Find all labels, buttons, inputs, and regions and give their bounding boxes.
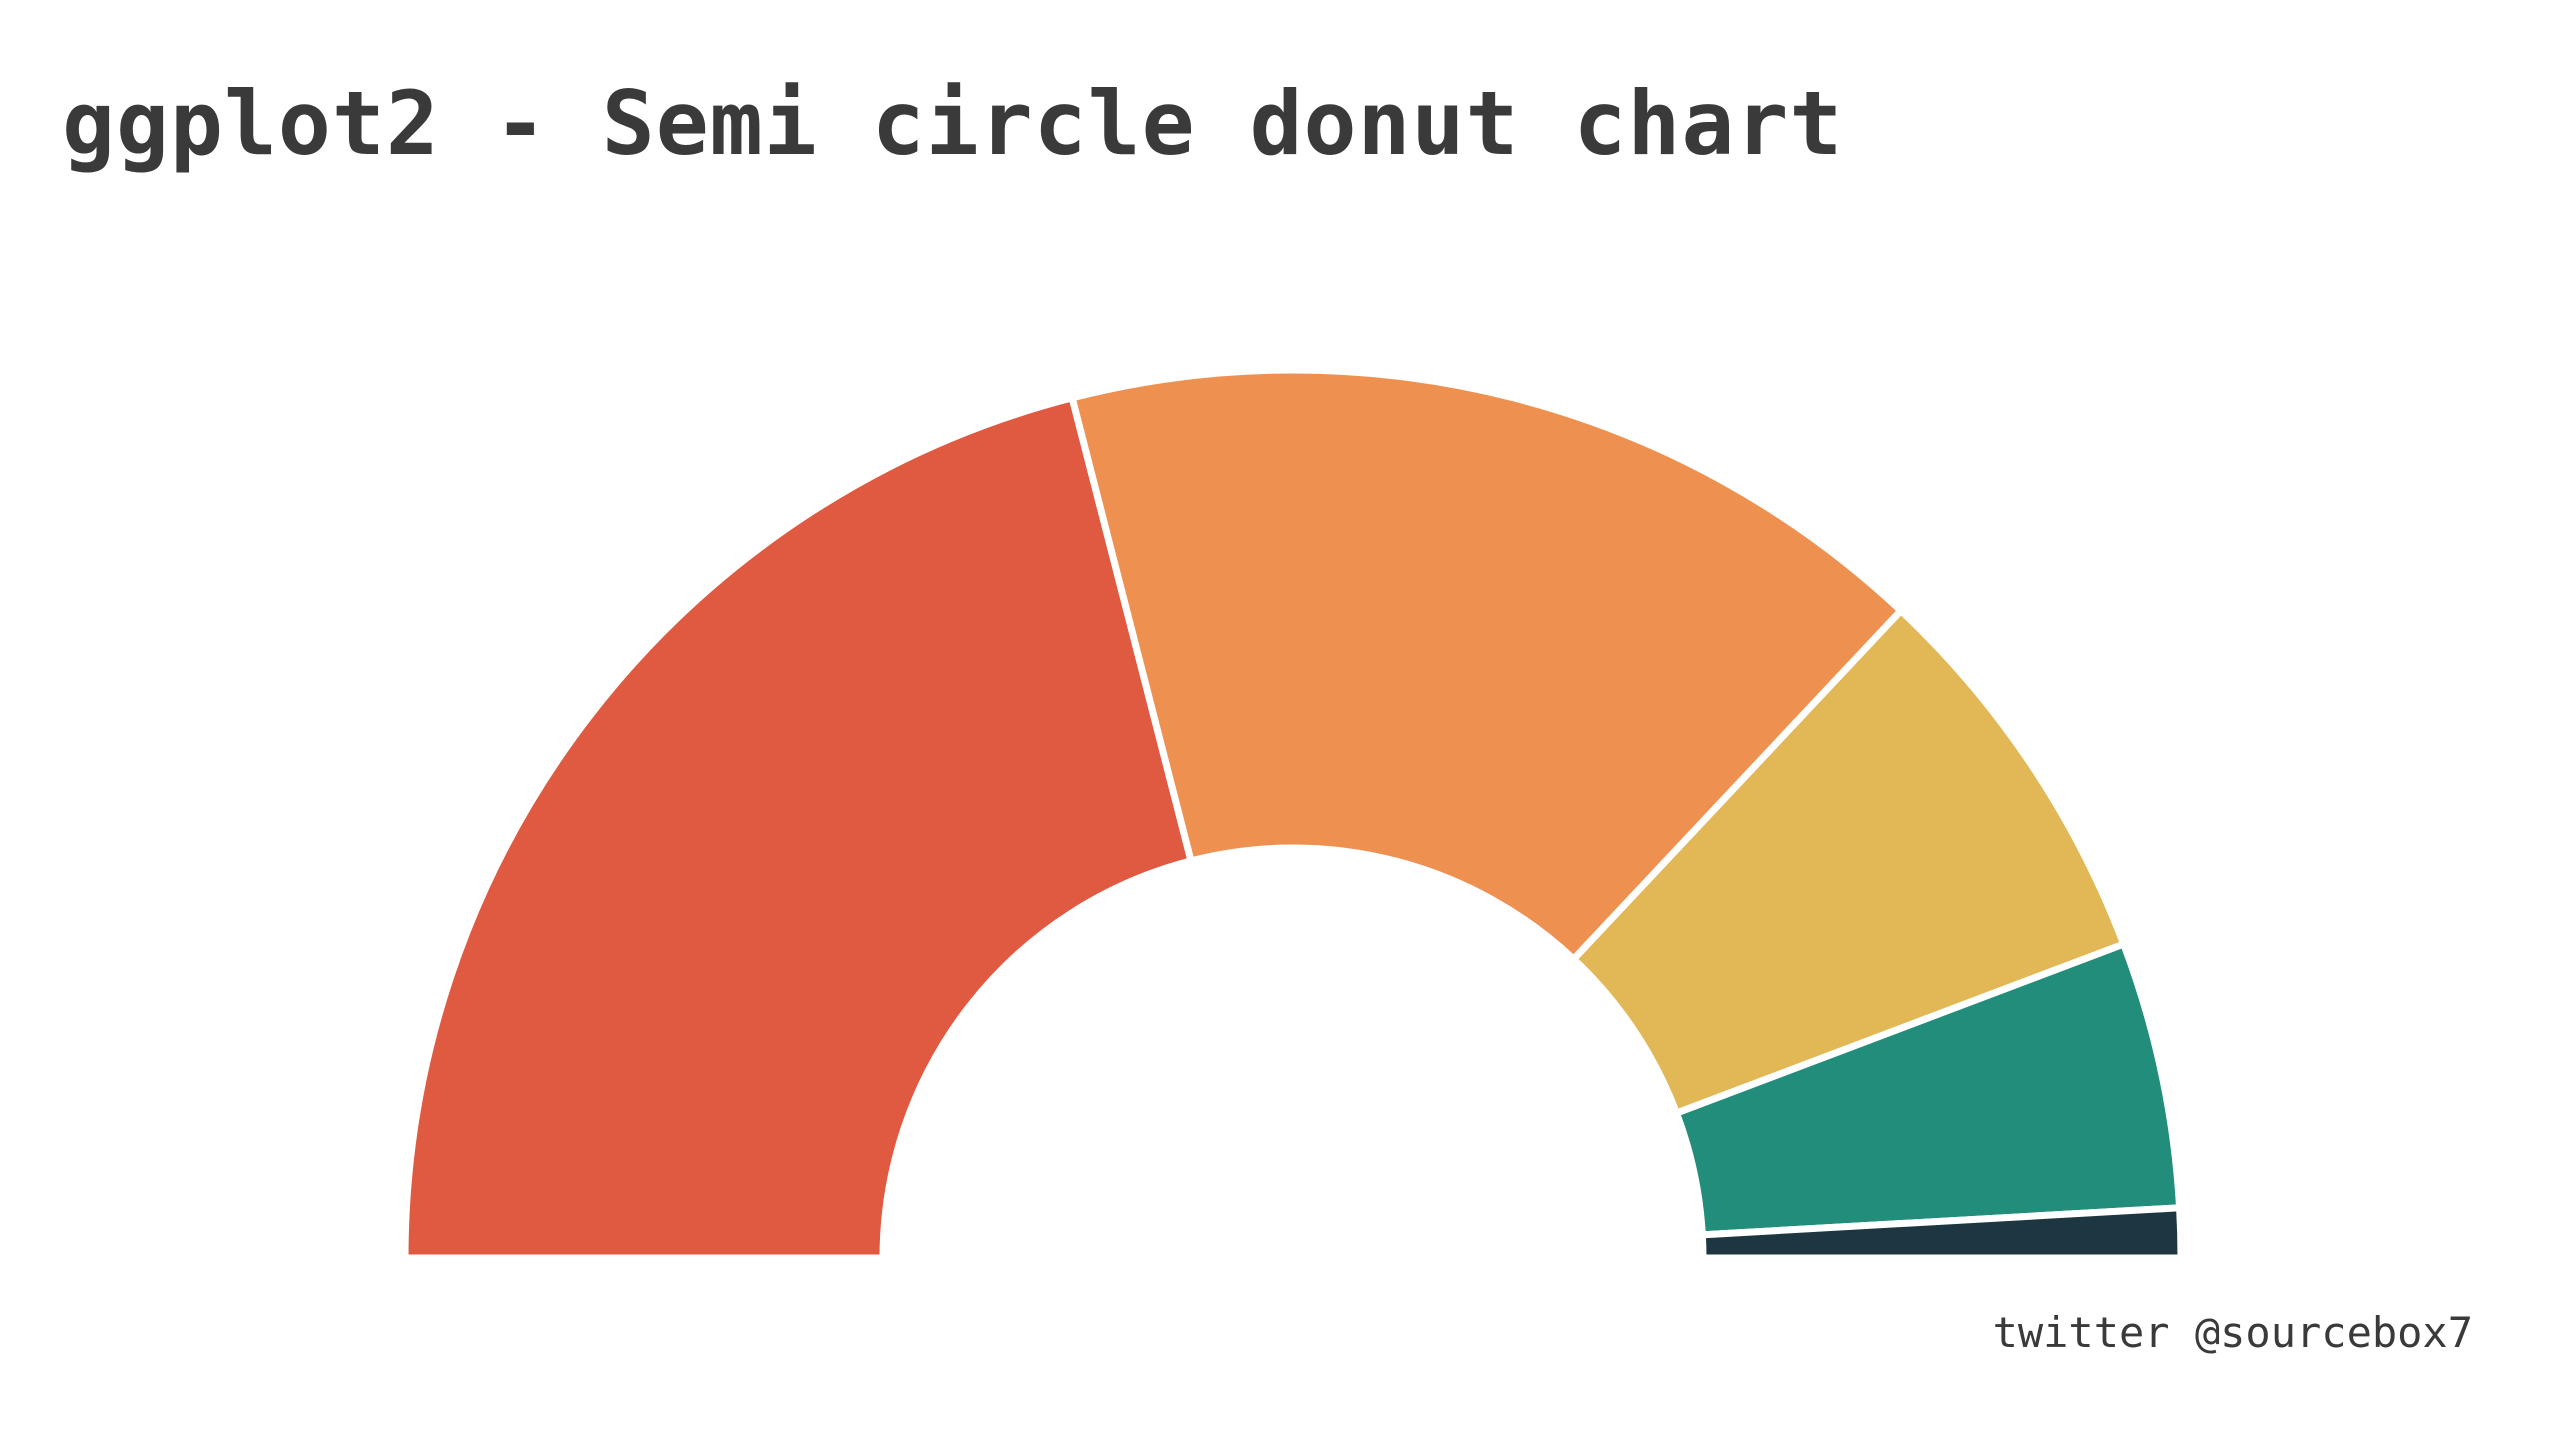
chart-caption: twitter @sourcebox7 (1992, 1308, 2473, 1357)
donut-baseline-mask (395, 1259, 2191, 1279)
donut-slice-3 (1568, 605, 2129, 1118)
donut-slices (395, 366, 2191, 1279)
donut-slice-2 (1067, 366, 1906, 965)
chart-title: ggplot2 - Semi circle donut chart (62, 72, 1844, 175)
donut-slice-1 (401, 393, 1196, 1262)
donut-slice-5 (1698, 1204, 2185, 1262)
